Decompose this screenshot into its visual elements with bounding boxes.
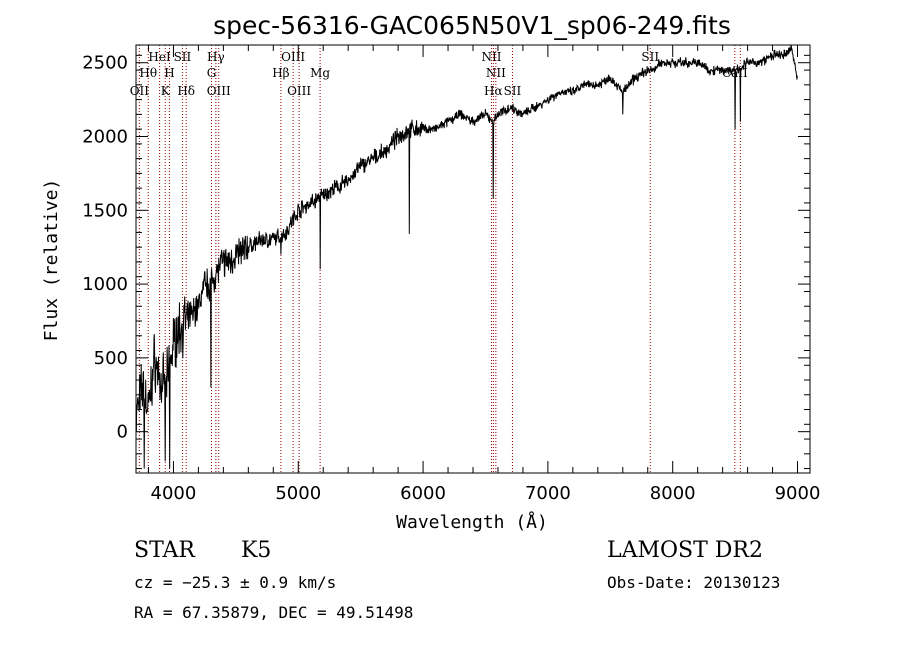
line-label: OII [130, 84, 150, 98]
x-tick-label: 7000 [525, 483, 571, 504]
x-tick-label: 6000 [400, 483, 446, 504]
survey-name: LAMOST DR2 [607, 538, 763, 563]
coordinates-readout: RA = 67.35879, DEC = 49.51498 [134, 603, 414, 622]
line-label: NII [481, 50, 501, 64]
line-label: Hθ [139, 66, 157, 80]
line-label: Hγ [207, 50, 225, 64]
plot-frame [135, 44, 811, 474]
y-tick-label: 500 [94, 348, 128, 369]
line-label: OIII [281, 50, 305, 64]
line-label: SII [641, 50, 659, 64]
line-label: OIII [207, 84, 231, 98]
line-label: OIII [287, 84, 311, 98]
x-tick-label: 5000 [275, 483, 321, 504]
x-tick-label: 8000 [650, 483, 696, 504]
line-label: NII [486, 66, 506, 80]
y-tick-label: 2500 [82, 53, 128, 74]
line-label: G [207, 66, 217, 80]
line-label: Hα [484, 84, 503, 98]
y-axis-label: Flux (relative) [41, 179, 62, 342]
spectrum-line [135, 44, 798, 469]
line-label: HeI [148, 50, 171, 64]
line-label: SII [504, 84, 522, 98]
spectrum-series [135, 44, 798, 469]
y-tick-label: 2000 [82, 127, 128, 148]
line-label: Hδ [177, 84, 195, 98]
chart-title: spec-56316-GAC065N50V1_sp06-249.fits [213, 11, 731, 40]
line-label: Hβ [272, 66, 289, 80]
observation-date: Obs-Date: 20130123 [607, 573, 781, 592]
redshift-readout: cz = −25.3 ± 0.9 km/s [134, 573, 337, 592]
object-subclass: K5 [241, 538, 272, 563]
line-label: Mg [310, 66, 330, 80]
object-class: STAR [134, 538, 195, 563]
y-tick-label: 1500 [82, 200, 128, 221]
axes: 4000 5000 6000 7000 8000 9000 0 500 1000 1500 2000… [82, 44, 821, 504]
line-label: K [161, 84, 171, 98]
x-tick-label: 9000 [775, 483, 821, 504]
y-tick-label: 1000 [82, 274, 128, 295]
x-tick-label: 4000 [151, 483, 197, 504]
y-tick-label: 0 [117, 422, 128, 443]
line-label: H [164, 66, 174, 80]
x-axis-label: Wavelength (Å) [396, 511, 548, 533]
line-label: SII [174, 50, 192, 64]
